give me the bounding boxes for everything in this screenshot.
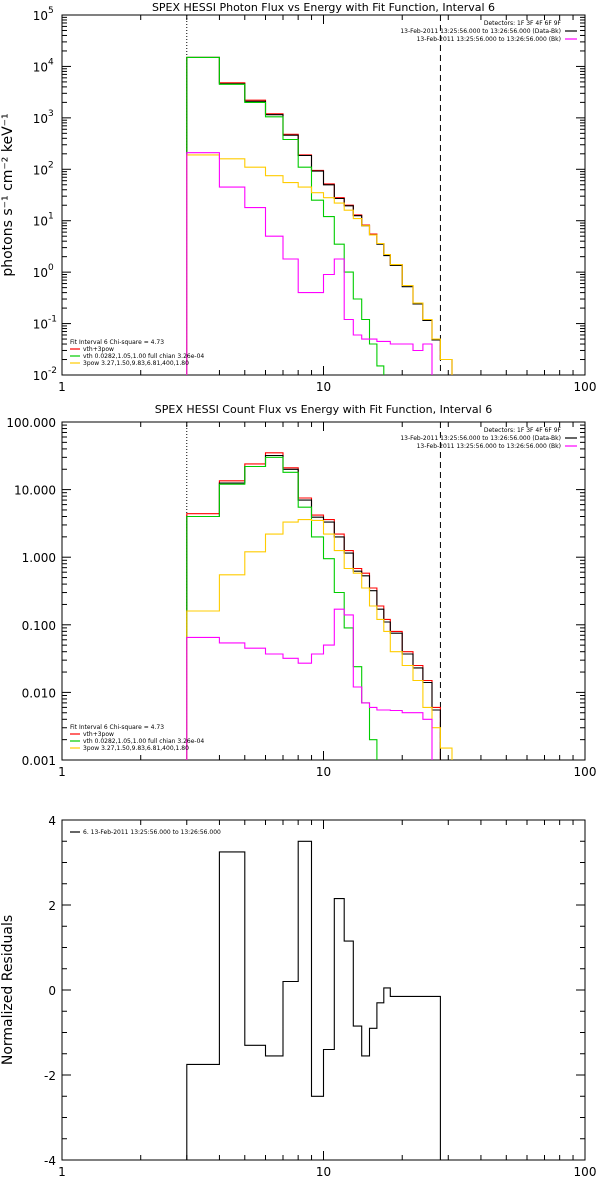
x-tick-label: 1 (58, 1165, 66, 1179)
x-tick-label: 10 (316, 1165, 331, 1179)
series-line-vth (186, 56, 385, 375)
y-tick-exponent: -2 (48, 366, 57, 376)
legend-bottom-left: Fit Interval 6 Chi-square = 4.73vth+3pow… (70, 339, 204, 367)
y-tick-label: 0.001 (22, 754, 56, 768)
y-axis: 0.001 0.010 0.100 1.000 10.000 100.000 (6, 416, 585, 768)
y-axis: -4 -2 0 2 4 (44, 814, 585, 1168)
x-tick-label: 1 (58, 765, 66, 779)
y-tick-base: 10 (33, 369, 48, 383)
series-line-bk (186, 152, 433, 375)
series-line-vth (186, 456, 378, 760)
y-tick-exponent: 1 (48, 212, 54, 222)
series-line-bk (186, 608, 433, 760)
y-tick-exponent: 3 (48, 109, 54, 119)
legend-entry: 3pow 3.27,1.50,9.83,6.81,400,1.80 (83, 360, 189, 367)
y-tick-exponent: 2 (48, 160, 54, 170)
series-group (186, 56, 453, 375)
series-line-6-13-feb-2011-13-25-56-000-to-13-26-56-000 (186, 840, 441, 1160)
y-tick-base: 10 (33, 318, 48, 332)
y-tick-label: 10 2 (33, 160, 54, 177)
y-axis-label: Normalized Residuals (0, 915, 16, 1065)
y-tick-exponent: 4 (48, 57, 54, 67)
legend-top-left: 6. 13-Feb-2011 13:25:56.000 to 13:26:56.… (70, 829, 221, 836)
legend-entry: 13-Feb-2011 13:25:56.000 to 13:26:56.000… (400, 435, 561, 442)
legend-entry: 13-Feb-2011 13:25:56.000 to 13:26:56.000… (400, 28, 561, 35)
y-tick-label: 10.000 (14, 484, 56, 498)
series-line-data-bk (186, 454, 441, 760)
y-tick-label: -4 (44, 1154, 56, 1168)
legend-entry: 13-Feb-2011 13:25:56.000 to 13:26:56.000… (417, 36, 561, 43)
x-tick-label: 100 (574, 765, 597, 779)
y-tick-label: 0.100 (22, 619, 56, 633)
legend-entry: 3pow 3.27,1.50,9.83,6.81,400,1.80 (83, 745, 189, 752)
y-tick-label: 10 -2 (33, 366, 57, 383)
y-tick-label: 10 0 (33, 263, 54, 280)
series-line-data-bk (186, 56, 453, 375)
y-tick-exponent: 5 (48, 6, 54, 16)
x-tick-label: 10 (316, 765, 331, 779)
y-tick-base: 10 (33, 266, 48, 280)
series-line-vth-3pow (186, 452, 441, 760)
y-tick-base: 10 (33, 9, 48, 23)
series-line-3pow (186, 519, 453, 760)
y-tick-label: 100.000 (6, 416, 56, 430)
y-tick-label: 2 (48, 899, 56, 913)
chart-panel-2: SPEX HESSI Count Flux vs Energy with Fit… (6, 403, 597, 779)
y-tick-label: 4 (48, 814, 56, 828)
y-tick-base: 10 (33, 60, 48, 74)
y-tick-base: 10 (33, 163, 48, 177)
y-tick-label: 10 5 (33, 6, 54, 23)
x-tick-label: 100 (574, 1165, 597, 1179)
legend-entry: 6. 13-Feb-2011 13:25:56.000 to 13:26:56.… (83, 829, 221, 836)
legend-entry: vth+3pow (83, 731, 114, 738)
y-tick-label: 10 3 (33, 109, 54, 126)
y-tick-label: 10 -1 (33, 315, 57, 332)
x-tick-label: 10 (316, 380, 331, 394)
y-tick-label: 0 (48, 984, 56, 998)
series-group (186, 840, 441, 1160)
x-tick-label: 1 (58, 380, 66, 394)
plot-frame (61, 819, 586, 1161)
y-tick-label: 10 1 (33, 212, 54, 229)
y-tick-base: 10 (33, 215, 48, 229)
y-tick-base: 10 (33, 112, 48, 126)
x-tick-label: 100 (574, 380, 597, 394)
legend-bottom-left: Fit Interval 6 Chi-square = 4.73vth+3pow… (70, 724, 204, 752)
legend-entry: vth 0.0282,1.05,1.00 full chian 3.26e-04 (83, 738, 204, 745)
legend-entry: Detectors: 1F 3F 4F 6F 9F (484, 20, 562, 27)
plot-frame (61, 421, 586, 761)
y-tick-exponent: -1 (48, 315, 57, 325)
series-line-3pow (186, 154, 453, 375)
y-tick-label: 10 4 (33, 57, 54, 74)
legend-entry: Fit Interval 6 Chi-square = 4.73 (70, 724, 164, 731)
series-group (186, 452, 453, 760)
x-axis: 1 10 100 (58, 15, 596, 394)
legend-entry: vth+3pow (83, 346, 114, 353)
legend-entry: vth 0.0282,1.05,1.00 full chian 3.26e-04 (83, 353, 204, 360)
chart-title: SPEX HESSI Count Flux vs Energy with Fit… (155, 403, 492, 416)
legend-entry: 13-Feb-2011 13:25:56.000 to 13:26:56.000… (417, 443, 561, 450)
y-tick-label: 0.010 (22, 686, 56, 700)
x-axis: 1 10 100 (58, 820, 596, 1179)
y-tick-label: 1.000 (22, 551, 56, 565)
legend-entry: Detectors: 1F 3F 4F 6F 9F (484, 427, 562, 434)
series-line-vth-3pow (186, 56, 453, 375)
chart-title: SPEX HESSI Photon Flux vs Energy with Fi… (152, 1, 495, 14)
chart-panel-3: 1 10 100 -4 -2 0 2 4 Normalized Residuals 6. 13-F… (0, 814, 596, 1179)
chart-panel-1: SPEX HESSI Photon Flux vs Energy with Fi… (0, 1, 596, 394)
legend-entry: Fit Interval 6 Chi-square = 4.73 (70, 339, 164, 346)
y-tick-label: -2 (44, 1069, 56, 1083)
y-tick-exponent: 0 (48, 263, 54, 273)
y-axis-label: photons s⁻¹ cm⁻² keV⁻¹ (0, 113, 16, 276)
